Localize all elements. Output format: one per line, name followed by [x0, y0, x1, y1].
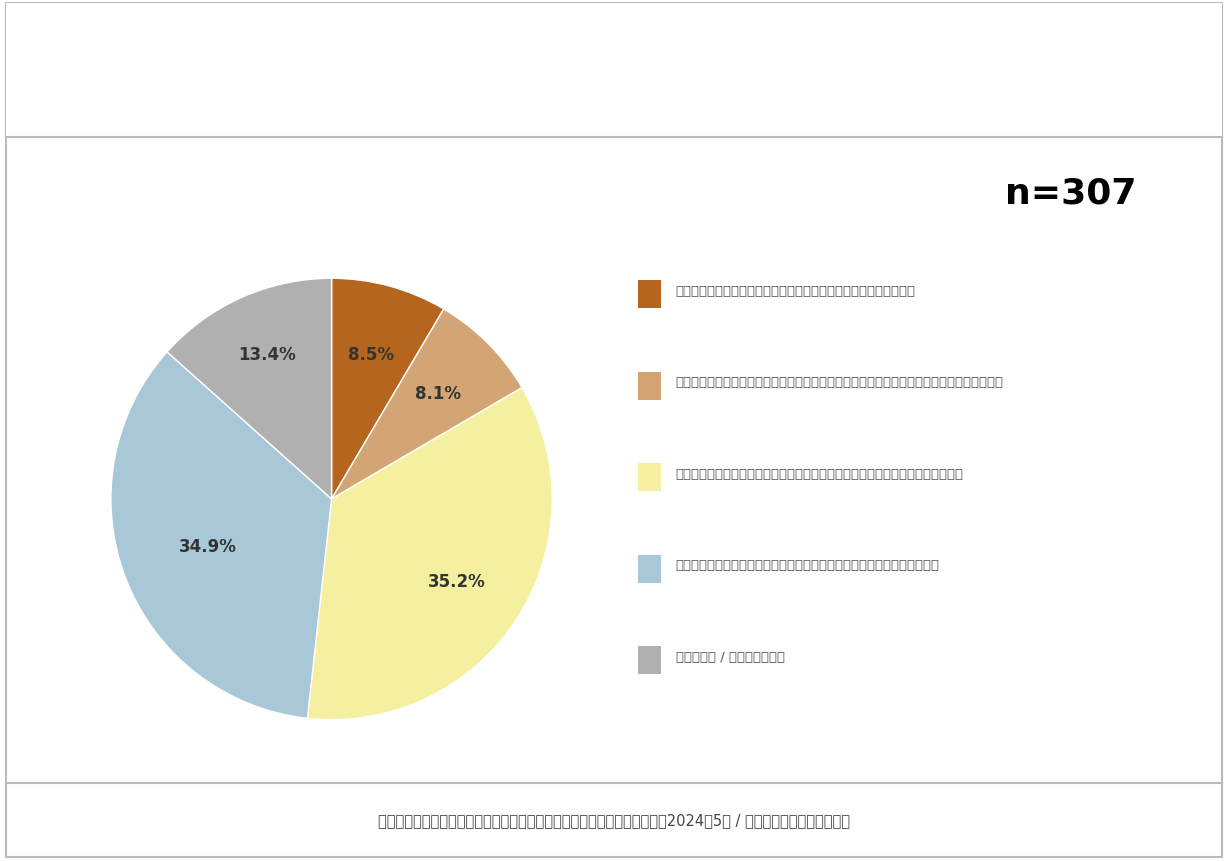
Text: Utilly: Utilly: [1070, 43, 1160, 72]
Text: 34.9%: 34.9%: [179, 537, 237, 555]
Text: 35.2%: 35.2%: [429, 573, 486, 591]
Text: 衣服やバッグ・アクセサリーのシェアサービスを現在利用している: 衣服やバッグ・アクセサリーのシェアサービスを現在利用している: [675, 284, 916, 297]
Text: 8.1%: 8.1%: [415, 385, 460, 403]
Bar: [639, 281, 662, 308]
Text: 衣服やバッグ・アクセサリーのシェアサービスの利用状況に関する調査（2024年5月 / インターネットリサーチ）: 衣服やバッグ・アクセサリーのシェアサービスの利用状況に関する調査（2024年5月…: [378, 813, 850, 827]
Text: 8.5%: 8.5%: [349, 346, 394, 364]
Text: 衣服やバッグ・アクセサリーのシェアサービス利用経験はなく、知らない: 衣服やバッグ・アクセサリーのシェアサービス利用経験はなく、知らない: [675, 559, 939, 572]
Wedge shape: [332, 279, 443, 499]
Bar: [639, 463, 662, 492]
Text: 衣服やバッグ・アクセサリーのシェアサービスを現在利用していないが、過去利用していた: 衣服やバッグ・アクセサリーのシェアサービスを現在利用していないが、過去利用してい…: [675, 376, 1003, 389]
Text: わからない / 回答したくない: わからない / 回答したくない: [675, 650, 785, 663]
Bar: [639, 555, 662, 583]
Text: 最も当てはまるものを1つ選択してください。: 最も当てはまるものを1つ選択してください。: [37, 98, 361, 119]
Bar: [639, 372, 662, 400]
Text: 13.4%: 13.4%: [238, 345, 296, 363]
Text: 衣服やバッグ・アクセサリーのシェアサービスの利用経験はないが、知っている: 衣服やバッグ・アクセサリーのシェアサービスの利用経験はないが、知っている: [675, 468, 964, 480]
Text: n=307: n=307: [1006, 177, 1137, 211]
Wedge shape: [307, 388, 553, 720]
Wedge shape: [111, 352, 332, 718]
Wedge shape: [332, 310, 522, 499]
Wedge shape: [167, 279, 332, 499]
Text: 【質問】 衣服やバッグ・アクセサリーのシェアサービスを利用したことがありますか？: 【質問】 衣服やバッグ・アクセサリーのシェアサービスを利用したことがありますか？: [37, 37, 546, 57]
Bar: [639, 647, 662, 674]
Text: 「はかどる」をとどける。: 「はかどる」をとどける。: [1073, 108, 1148, 119]
